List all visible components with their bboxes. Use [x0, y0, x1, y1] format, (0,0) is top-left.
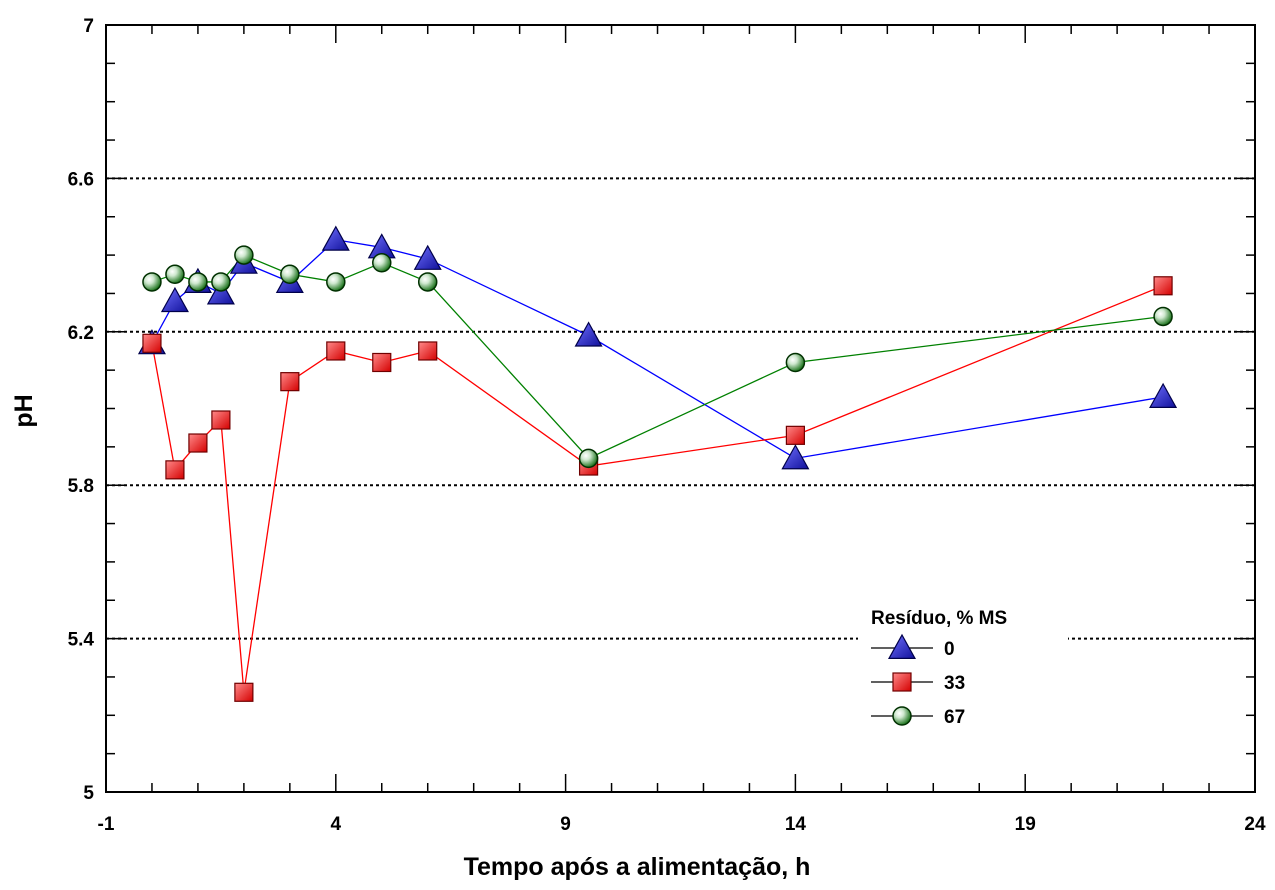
y-tick-label: 6.2	[68, 323, 94, 344]
x-axis-title: Tempo após a alimentação, h	[464, 853, 811, 881]
legend: Resíduo, % MS 0 33 67	[858, 602, 1068, 742]
series-0-line	[151, 239, 1164, 460]
axes	[105, 24, 1256, 793]
x-tick-label: 9	[560, 814, 571, 835]
legend-marker-33	[892, 672, 912, 692]
series-67-point	[1153, 306, 1173, 327]
series-67-point	[785, 352, 806, 373]
grid-lines	[106, 177, 1255, 640]
series-33-point	[165, 460, 185, 480]
series-0-point	[206, 279, 235, 305]
legend-title: Resíduo, % MS	[871, 608, 1007, 629]
legend-label-33: 33	[944, 673, 965, 694]
y-tick-label: 6.6	[68, 169, 94, 190]
series-67-point	[188, 272, 208, 292]
y-tick-label: 5.4	[68, 630, 95, 651]
plot-frame	[105, 24, 1256, 793]
y-axis-title: pH	[10, 394, 38, 427]
series-33-point	[326, 341, 346, 361]
series-33-point	[1153, 276, 1173, 296]
x-tick-label: 4	[331, 814, 342, 835]
series-0-point	[574, 321, 603, 347]
series-0-point	[321, 225, 350, 251]
x-tick-label: -1	[98, 814, 115, 835]
series-33-point	[234, 682, 254, 702]
series-0-point	[160, 286, 189, 313]
series-67-point	[234, 245, 254, 265]
series-33-point	[418, 341, 438, 361]
series-67-point	[578, 448, 599, 469]
x-tick-label: 24	[1244, 814, 1266, 835]
series	[137, 225, 1178, 702]
series-67-point	[326, 272, 346, 292]
series-67-point	[211, 272, 231, 292]
series-67-point	[417, 272, 438, 292]
series-0-point	[781, 444, 810, 470]
series-0-point	[413, 244, 442, 270]
y-tick-label: 7	[83, 16, 94, 37]
legend-marker-67	[892, 706, 912, 726]
legend-marker-0	[887, 633, 917, 660]
x-tick-label: 14	[785, 814, 807, 835]
y-tick-label: 5	[83, 783, 94, 804]
series-33-point	[785, 425, 806, 445]
series-67-point	[372, 253, 392, 273]
series-67-line	[151, 254, 1164, 460]
series-0-point	[1149, 382, 1178, 408]
legend-label-0: 0	[944, 639, 955, 660]
y-tick-label: 5.8	[68, 476, 94, 497]
series-67-point	[280, 264, 300, 285]
tick-labels: -1 4 9 14 19 24 5 5.4 5.8 6.2 6.6 7	[68, 16, 1266, 835]
x-tick-label: 19	[1015, 814, 1036, 835]
series-33-point	[188, 433, 208, 453]
series-67-point	[142, 272, 162, 292]
series-33-point	[211, 410, 231, 430]
tick-marks	[105, 24, 1256, 793]
series-33-point	[142, 333, 162, 353]
series-67-point	[165, 264, 185, 285]
series-33-point	[280, 372, 300, 392]
series-33-point	[372, 352, 392, 373]
legend-label-67: 67	[944, 707, 965, 728]
